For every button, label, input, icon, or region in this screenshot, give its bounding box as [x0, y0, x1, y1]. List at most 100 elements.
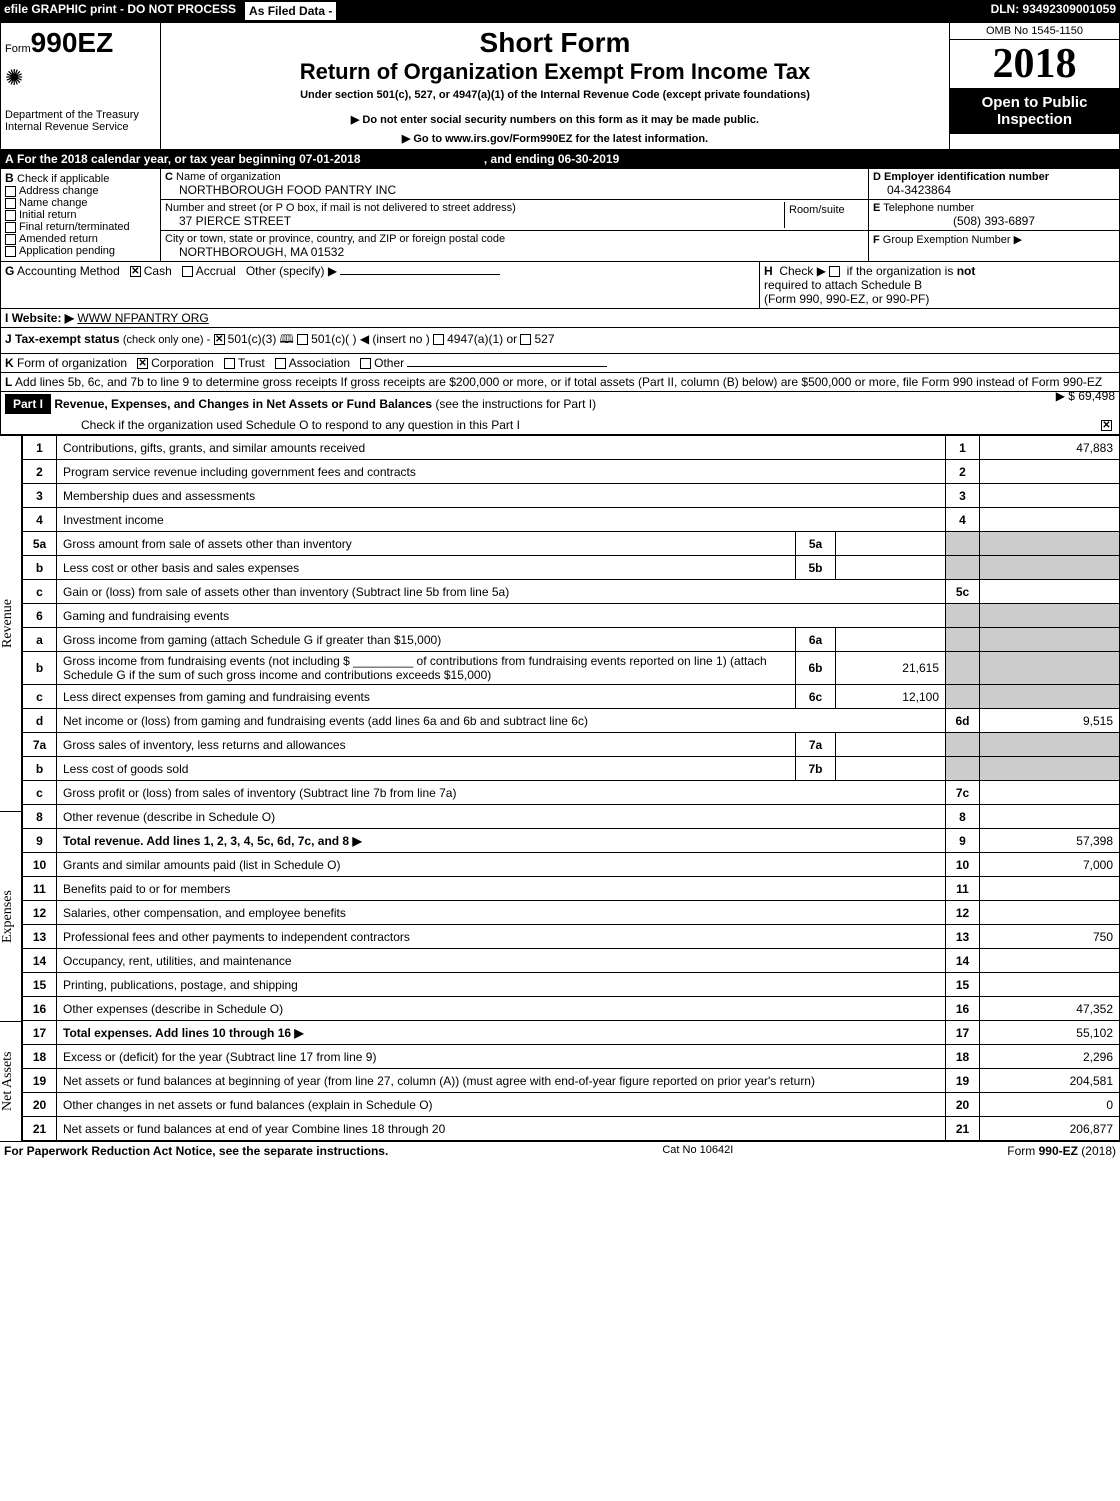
line-amt	[980, 580, 1120, 604]
line-number: 9	[23, 829, 57, 853]
chk-501c3[interactable]	[214, 334, 225, 345]
line-amt-grey	[980, 556, 1120, 580]
line-row: 3Membership dues and assessments3	[23, 484, 1120, 508]
other-input[interactable]	[340, 274, 500, 275]
sec-f-text: Group Exemption Number	[883, 234, 1011, 246]
dln: DLN: 93492309001059	[987, 0, 1120, 22]
line-number: 6	[23, 604, 57, 628]
line-box: 15	[946, 973, 980, 997]
dept-label: Department of the Treasury	[5, 109, 156, 121]
line-number: 7a	[23, 733, 57, 757]
sec-j-text: Tax-exempt status	[15, 332, 119, 346]
chk-address[interactable]: Address change	[5, 185, 156, 197]
line-row: 19Net assets or fund balances at beginni…	[23, 1069, 1120, 1093]
sec-b-check: Check if applicable	[17, 173, 109, 185]
line-amt	[980, 460, 1120, 484]
chk-corp[interactable]	[137, 358, 148, 369]
other-org-input[interactable]	[407, 366, 607, 367]
opt-trust: Trust	[238, 356, 265, 370]
efile-label: efile GRAPHIC print - DO NOT PROCESS	[0, 0, 240, 22]
chk-schedule-o[interactable]	[1101, 420, 1112, 431]
line-box: 19	[946, 1069, 980, 1093]
room-label: Room/suite	[784, 202, 864, 228]
line-box: 16	[946, 997, 980, 1021]
sec-h-text3: required to attach Schedule B	[764, 278, 922, 292]
line-desc: Gross income from fundraising events (no…	[57, 652, 796, 685]
line-amt	[980, 973, 1120, 997]
chk-final[interactable]: Final return/terminated	[5, 221, 156, 233]
line-row: 17Total expenses. Add lines 10 through 1…	[23, 1021, 1120, 1045]
line-desc: Membership dues and assessments	[57, 484, 946, 508]
line-desc: Professional fees and other payments to …	[57, 925, 946, 949]
section-l: L Add lines 5b, 6c, and 7b to line 9 to …	[0, 373, 1120, 392]
line-box-grey	[946, 685, 980, 709]
line-desc: Occupancy, rent, utilities, and maintena…	[57, 949, 946, 973]
chk-527[interactable]	[520, 334, 531, 345]
part1-note: (see the instructions for Part I)	[435, 397, 596, 411]
irs-label: Internal Revenue Service	[5, 121, 156, 133]
sec-c-name-label: Name of organization	[176, 171, 281, 183]
as-filed: As Filed Data -	[244, 1, 337, 21]
chk-cash[interactable]	[130, 266, 141, 277]
chk-4947[interactable]	[433, 334, 444, 345]
line-amt	[980, 781, 1120, 805]
part1-label: Part I	[5, 394, 51, 414]
chk-initial[interactable]: Initial return	[5, 209, 156, 221]
line-amt-grey	[980, 652, 1120, 685]
line-desc: Total revenue. Add lines 1, 2, 3, 4, 5c,…	[57, 829, 946, 853]
chk-assoc[interactable]	[275, 358, 286, 369]
sec-a-ending: , and ending 06-30-2019	[484, 152, 619, 166]
line-box: 20	[946, 1093, 980, 1117]
line-number: 4	[23, 508, 57, 532]
chk-pending[interactable]: Application pending	[5, 245, 156, 257]
warn-goto: ▶ Go to www.irs.gov/Form990EZ for the la…	[169, 132, 941, 145]
sec-l-value: ▶ $ 69,498	[1056, 389, 1115, 403]
footer: For Paperwork Reduction Act Notice, see …	[0, 1141, 1120, 1160]
opt-501c3: 501(c)(3)	[228, 332, 277, 346]
line-number: c	[23, 685, 57, 709]
line-desc: Net assets or fund balances at beginning…	[57, 1069, 946, 1093]
chk-trust[interactable]	[224, 358, 235, 369]
line-row: 16Other expenses (describe in Schedule O…	[23, 997, 1120, 1021]
section-j: J Tax-exempt status (check only one) - 5…	[0, 328, 1120, 354]
chk-h[interactable]	[829, 266, 840, 277]
line-box: 12	[946, 901, 980, 925]
line-desc: Gross income from gaming (attach Schedul…	[57, 628, 796, 652]
line-number: 8	[23, 805, 57, 829]
line-number: d	[23, 709, 57, 733]
omb-number: OMB No 1545-1150	[950, 23, 1119, 40]
line-row: 15Printing, publications, postage, and s…	[23, 973, 1120, 997]
inner-amt	[836, 556, 946, 580]
line-box: 21	[946, 1117, 980, 1141]
line-row: 9Total revenue. Add lines 1, 2, 3, 4, 5c…	[23, 829, 1120, 853]
inner-box: 5a	[796, 532, 836, 556]
line-box-grey	[946, 652, 980, 685]
section-g-h: G Accounting Method Cash Accrual Other (…	[0, 262, 1120, 309]
line-desc: Excess or (deficit) for the year (Subtra…	[57, 1045, 946, 1069]
line-amt: 9,515	[980, 709, 1120, 733]
sec-h-text1: Check ▶	[779, 264, 826, 278]
section-k: K Form of organization Corporation Trust…	[0, 354, 1120, 373]
line-box: 11	[946, 877, 980, 901]
inner-box: 7a	[796, 733, 836, 757]
chk-name[interactable]: Name change	[5, 197, 156, 209]
sec-a-label: A	[5, 152, 14, 166]
side-netassets: Net Assets	[0, 1021, 22, 1141]
chk-accrual[interactable]	[182, 266, 193, 277]
chk-amended[interactable]: Amended return	[5, 233, 156, 245]
form-number: 990EZ	[31, 27, 114, 58]
line-number: 1	[23, 436, 57, 460]
sec-k-text: Form of organization	[17, 356, 127, 370]
line-box: 7c	[946, 781, 980, 805]
line-desc: Benefits paid to or for members	[57, 877, 946, 901]
line-amt	[980, 901, 1120, 925]
line-desc: Printing, publications, postage, and shi…	[57, 973, 946, 997]
side-expenses: Expenses	[0, 811, 22, 1021]
sec-g-text: Accounting Method	[17, 264, 120, 278]
line-amt-grey	[980, 685, 1120, 709]
line-row: 7aGross sales of inventory, less returns…	[23, 733, 1120, 757]
line-desc: Grants and similar amounts paid (list in…	[57, 853, 946, 877]
chk-other[interactable]	[360, 358, 371, 369]
help-icon[interactable]: 🕮	[280, 332, 294, 346]
chk-501c[interactable]	[297, 334, 308, 345]
